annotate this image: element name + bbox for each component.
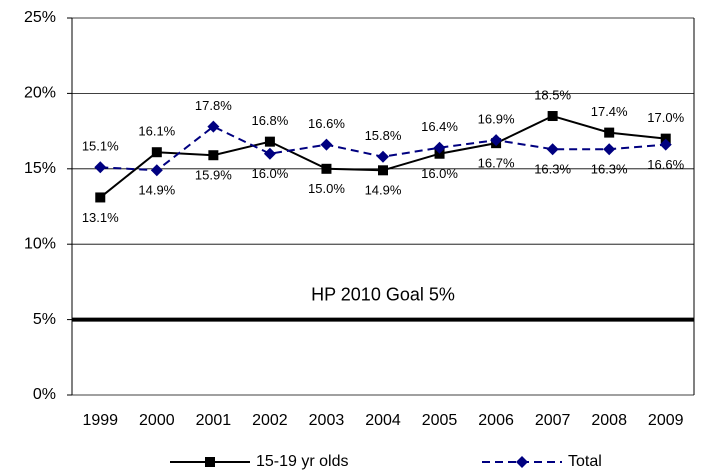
x-tick-label: 2005 <box>422 412 458 429</box>
legend-label: Total <box>568 453 602 470</box>
x-tick-label: 2003 <box>309 412 345 429</box>
value-label: 14.9% <box>138 183 175 198</box>
value-label: 18.5% <box>534 87 571 102</box>
value-label: 16.8% <box>251 113 288 128</box>
value-label: 16.9% <box>478 112 515 127</box>
marker <box>207 120 220 133</box>
value-label: 16.3% <box>534 162 571 177</box>
y-tick-label: 25% <box>24 9 56 26</box>
marker <box>546 143 559 156</box>
goal-label: HP 2010 Goal 5% <box>311 284 455 304</box>
legend-marker <box>516 456 528 468</box>
x-tick-label: 2004 <box>365 412 401 429</box>
marker <box>603 143 616 156</box>
marker <box>604 127 615 138</box>
x-tick-label: 2001 <box>196 412 232 429</box>
legend-label: 15-19 yr olds <box>256 453 349 470</box>
marker <box>94 161 107 174</box>
marker <box>208 150 219 161</box>
value-label: 17.4% <box>591 104 628 119</box>
marker <box>378 165 388 176</box>
marker <box>321 163 332 174</box>
value-label: 13.1% <box>82 210 119 225</box>
y-tick-label: 20% <box>24 85 56 102</box>
marker <box>95 192 106 203</box>
x-tick-label: 2008 <box>591 412 627 429</box>
marker <box>377 150 389 163</box>
value-label: 16.7% <box>478 156 515 171</box>
value-label: 15.0% <box>308 181 345 196</box>
y-tick-label: 15% <box>24 160 56 177</box>
marker <box>547 111 558 122</box>
x-tick-label: 2002 <box>252 412 288 429</box>
value-label: 15.1% <box>82 139 119 154</box>
value-label: 17.8% <box>195 98 232 113</box>
value-label: 16.0% <box>251 166 288 181</box>
value-label: 16.0% <box>421 166 458 181</box>
marker <box>320 138 333 151</box>
value-label: 16.3% <box>591 162 628 177</box>
value-label: 14.9% <box>365 183 402 198</box>
value-label: 17.0% <box>647 110 684 125</box>
value-label: 15.8% <box>365 128 402 143</box>
marker <box>660 133 671 144</box>
y-tick-label: 10% <box>24 235 56 252</box>
x-tick-label: 2000 <box>139 412 175 429</box>
marker <box>150 164 163 177</box>
marker <box>434 148 445 159</box>
y-tick-label: 5% <box>33 311 56 328</box>
value-label: 15.9% <box>195 168 232 183</box>
value-label: 16.6% <box>308 116 345 131</box>
marker <box>490 134 503 147</box>
marker <box>264 136 275 147</box>
marker <box>151 147 162 158</box>
value-label: 16.4% <box>421 119 458 134</box>
marker <box>659 138 672 151</box>
marker <box>263 147 276 160</box>
x-tick-label: 2009 <box>648 412 684 429</box>
value-label: 16.6% <box>647 157 684 172</box>
x-tick-label: 1999 <box>82 412 118 429</box>
value-label: 16.1% <box>138 124 175 139</box>
x-tick-label: 2006 <box>478 412 514 429</box>
y-tick-label: 0% <box>33 386 56 403</box>
x-tick-label: 2007 <box>535 412 571 429</box>
marker <box>433 141 446 154</box>
legend-marker <box>205 457 215 467</box>
